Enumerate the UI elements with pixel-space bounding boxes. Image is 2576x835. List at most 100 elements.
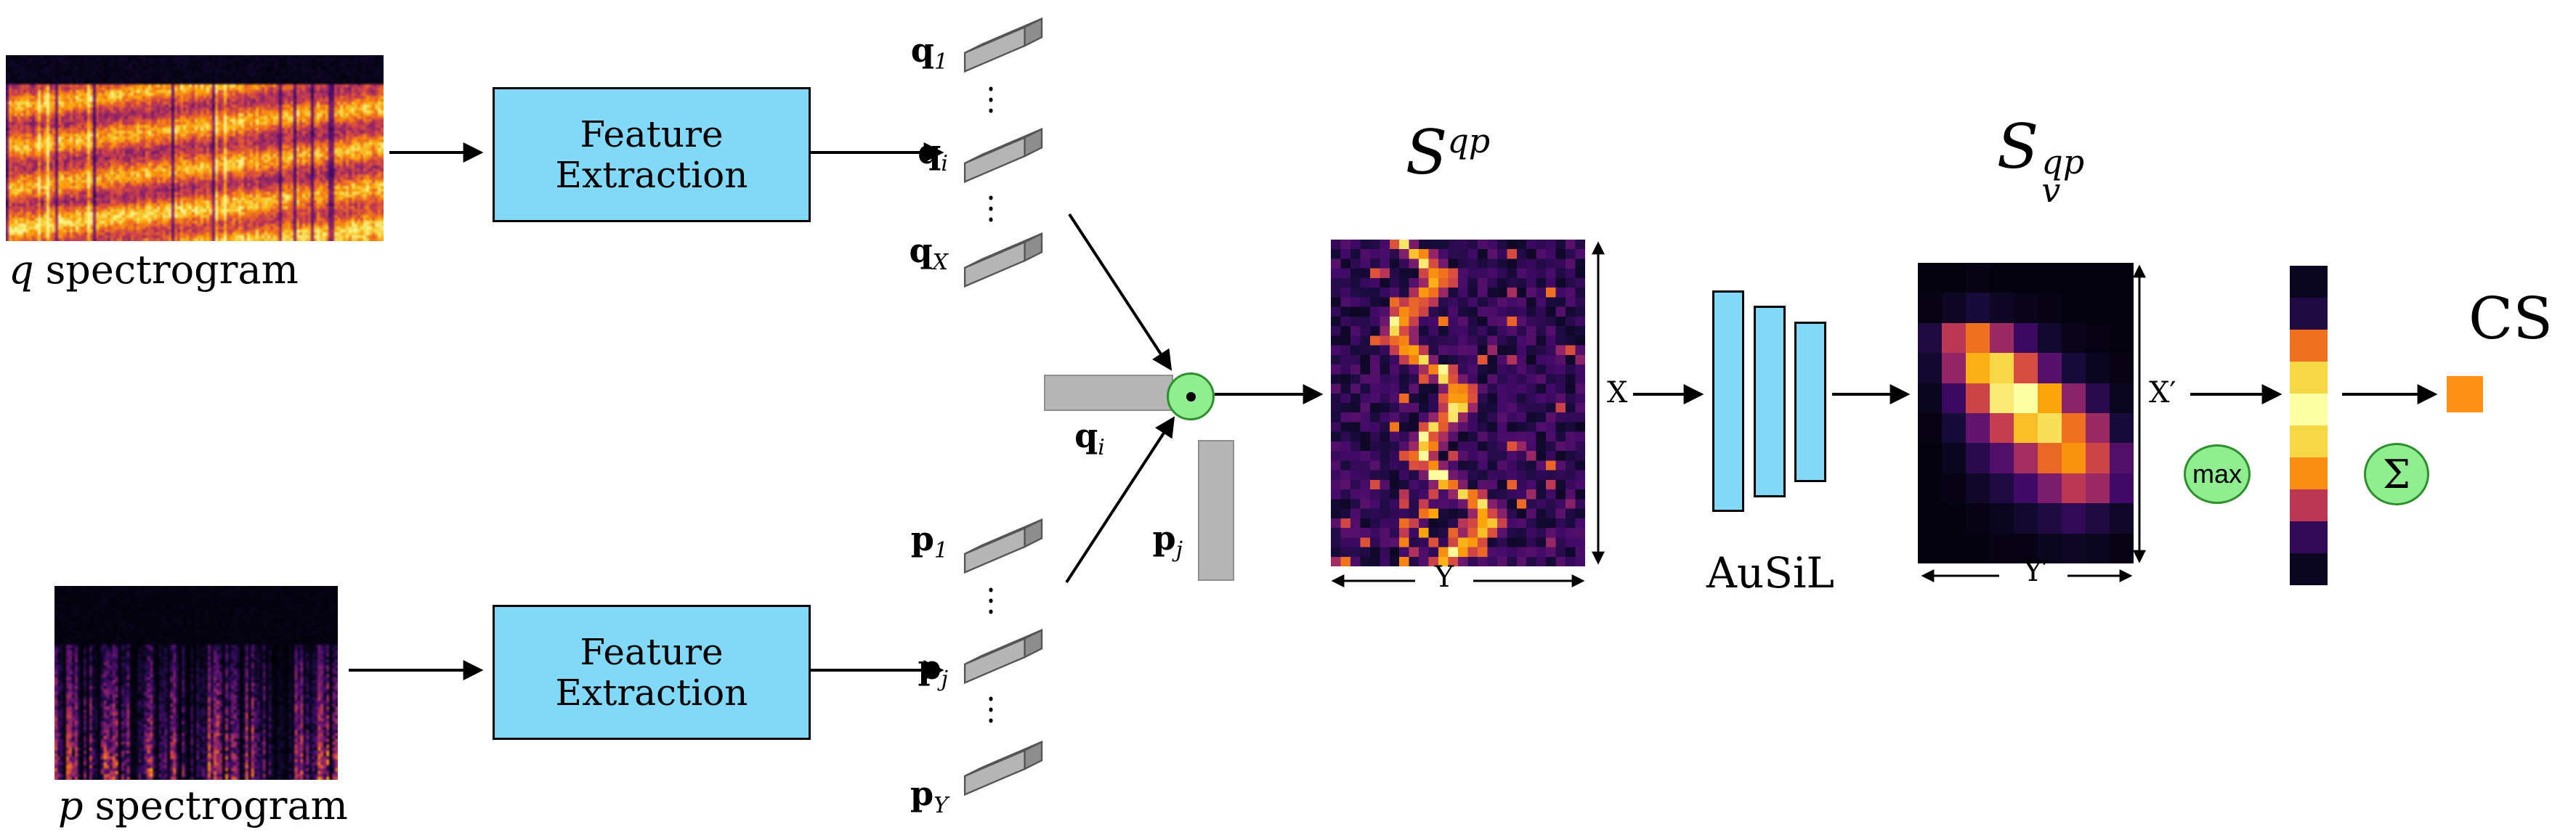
heatmap-cell [2014, 473, 2038, 504]
heatmap-cell [1966, 383, 1990, 413]
column-vector-cell [2290, 457, 2328, 489]
heatmap-cell [2110, 322, 2134, 354]
heatmap-cell [2038, 473, 2062, 504]
heatmap-cell [1942, 503, 1966, 534]
max-operator-label: max [2192, 459, 2242, 489]
column-vector-cell [2290, 553, 2328, 585]
heatmap-cell [1966, 413, 1990, 444]
q1-base: q [910, 30, 934, 70]
q-variable: q [9, 247, 34, 293]
heatmap-cell [2062, 263, 2086, 293]
heatmap-cell [2086, 383, 2110, 413]
heatmap-cell [2062, 473, 2086, 504]
similarity-matrix-title: Sqp [1364, 122, 1531, 183]
heatmap-cell [1966, 473, 1990, 504]
filtered-matrix-superscript: qp [2041, 142, 2085, 182]
heatmap-cell [1966, 353, 1990, 383]
heatmap-cell [1990, 263, 2014, 293]
max-column-vector [2290, 266, 2328, 585]
heatmap-cell [2086, 263, 2110, 293]
heatmap-cell [1918, 533, 1942, 563]
ausil-layer-2 [1754, 306, 1786, 497]
p1-sub: 1 [933, 538, 948, 564]
heatmap-cell [1966, 293, 1990, 323]
heatmap-cell [2062, 533, 2086, 563]
heatmap-cell [2110, 293, 2134, 323]
pj-operand-sub: j [1175, 537, 1183, 563]
heatmap-cell [2038, 293, 2062, 323]
heatmap-cell [2086, 533, 2110, 563]
feature-vector-pj [963, 628, 1043, 685]
feature-vector-pY [963, 740, 1043, 797]
heatmap-cell [2062, 443, 2086, 473]
feature-extraction-line2: Extraction [555, 672, 748, 714]
feature-vector-qi [963, 127, 1043, 184]
heatmap-cell [1942, 443, 1966, 473]
heatmap-cell [2038, 413, 2062, 444]
pj-operand-base: p [1152, 518, 1176, 558]
dim-label-x-prime: X′ [2149, 376, 2176, 410]
heatmap-cell [1918, 413, 1942, 444]
qi-operand-label: qi [1035, 416, 1144, 460]
heatmap-cell [2086, 443, 2110, 473]
heatmap-cell [2014, 263, 2038, 293]
pj-column-vector [1198, 440, 1234, 581]
heatmap-cell [1990, 322, 2014, 354]
heatmap-cell [1990, 503, 2014, 534]
filtered-matrix-subscript: v [2041, 171, 2061, 211]
column-vector-cell [2290, 425, 2328, 457]
p-spectrogram-caption: p spectrogram [58, 783, 348, 828]
pY-label: pY [861, 774, 948, 818]
dot-operator-icon [1186, 391, 1196, 402]
pj-base: p [918, 648, 941, 687]
heatmap-cell [2038, 503, 2062, 534]
heatmap-cell [2038, 533, 2062, 563]
sum-operator-node: Σ [2364, 443, 2429, 505]
heatmap-cell [1990, 473, 2014, 504]
heatmap-cell [2110, 353, 2134, 383]
heatmap-cell [1942, 322, 1966, 354]
column-vector-cell [2290, 489, 2328, 521]
pj-operand-label: pj [1103, 518, 1183, 563]
heatmap-cell [1918, 353, 1942, 383]
heatmap-cell [1942, 383, 1966, 413]
qX-base: q [909, 231, 933, 270]
p-variable: p [58, 783, 84, 828]
heatmap-cell [1990, 413, 2014, 444]
dim-label-y: Y [1434, 561, 1454, 594]
heatmap-cell [2062, 413, 2086, 444]
heatmap-cell [2062, 293, 2086, 323]
qX-label: qX [861, 231, 948, 275]
heatmap-cell [2014, 353, 2038, 383]
heatmap-cell [2014, 383, 2038, 413]
heatmap-cell [2038, 353, 2062, 383]
q1-label: q1 [861, 30, 948, 75]
pj-label: pj [861, 648, 948, 692]
heatmap-cell [1918, 263, 1942, 293]
p1-base: p [910, 519, 934, 558]
max-operator-node: max [2184, 444, 2251, 504]
feature-extraction-box-p: Feature Extraction [493, 605, 811, 740]
heatmap-cell [1942, 473, 1966, 504]
heatmap-cell [2086, 293, 2110, 323]
heatmap-cell [1942, 353, 1966, 383]
heatmap-cell [2086, 322, 2110, 354]
filtered-matrix-grid [1918, 263, 2134, 563]
heatmap-cell [2038, 443, 2062, 473]
heatmap-cell [2110, 413, 2134, 444]
q-caption-text: spectrogram [45, 247, 299, 293]
column-vector-cell [2290, 362, 2328, 394]
heatmap-cell [1966, 443, 1990, 473]
heatmap-cell [1942, 263, 1966, 293]
column-vector-cell [2290, 266, 2328, 298]
heatmap-cell [2086, 413, 2110, 444]
heatmap-cell [1918, 473, 1942, 504]
heatmap-cell [2110, 383, 2134, 413]
pj-sub: j [941, 667, 948, 693]
heatmap-cell [1918, 293, 1942, 323]
heatmap-cell [2038, 263, 2062, 293]
ausil-label: AuSiL [1706, 548, 1835, 598]
heatmap-cell [2086, 473, 2110, 504]
